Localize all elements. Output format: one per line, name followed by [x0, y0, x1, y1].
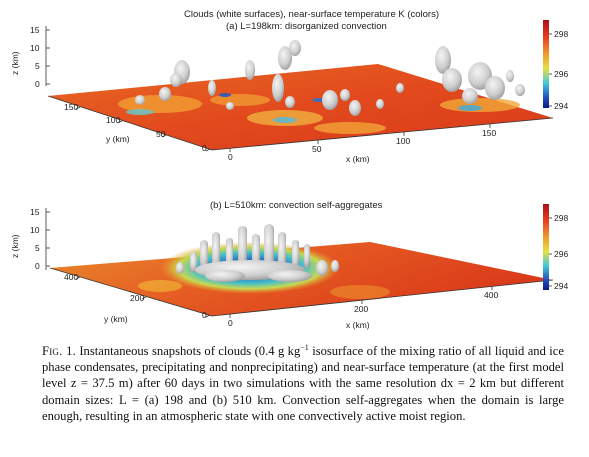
panel-b: (b) L=510km: convection self-aggregates …: [0, 196, 589, 336]
caption-label: Fig. 1.: [42, 344, 76, 358]
panel-b-z-axis: [45, 208, 50, 270]
panel-b-x-tick: 400: [484, 290, 499, 300]
panel-a-subtitle: (a) L=198km: disorganized convection: [226, 21, 387, 32]
panel-b-x-tick: 0: [228, 318, 233, 328]
panel-a-z-axis: [45, 26, 50, 86]
panel-b-x-ticks: [229, 286, 493, 318]
panel-b-z-tick: 0: [35, 261, 40, 271]
panel-a-y-label: y (km): [106, 134, 130, 144]
panel-a-colorbar: [543, 20, 552, 108]
panel-a-colorbar-tick: 294: [554, 101, 569, 111]
panel-a-z-tick: 0: [35, 79, 40, 89]
panel-a-axes-frame: [47, 95, 554, 151]
panel-a-y-tick: 0: [202, 143, 207, 153]
panel-b-z-tick: 10: [30, 225, 40, 235]
panel-b-plot: [45, 204, 554, 318]
panel-b-z-tick: 5: [35, 243, 40, 253]
panel-a-y-tick: 100: [106, 115, 121, 125]
panel-a-clouds: [135, 40, 525, 116]
panel-a-z-label: z (km): [10, 51, 20, 75]
panel-b-z-tick: 15: [30, 207, 40, 217]
figure-caption: Fig. 1. Instantaneous snapshots of cloud…: [42, 343, 564, 424]
panel-a-y-tick: 50: [156, 129, 166, 139]
panel-a-z-tick: 10: [30, 43, 40, 53]
panel-a-x-tick: 100: [396, 136, 411, 146]
panel-a-y-ticks: [75, 106, 211, 152]
panel-a-temperature-patches: [118, 93, 520, 134]
panel-b-z-label: z (km): [10, 234, 20, 258]
panel-a-plot: [45, 20, 554, 152]
panel-b-y-tick: 0: [202, 310, 207, 320]
panel-a-x-tick: 150: [482, 128, 497, 138]
panel-b-y-tick: 400: [64, 272, 79, 282]
panel-b-y-label: y (km): [104, 314, 128, 324]
panel-b-y-tick: 200: [130, 293, 145, 303]
panel-a-title: Clouds (white surfaces), near-surface te…: [184, 9, 440, 20]
panel-a-x-label: x (km): [346, 154, 370, 164]
panel-b-colorbar-tick: 294: [554, 281, 569, 291]
caption-text-2: isosurface of the mixing ratio of all li…: [42, 344, 564, 423]
panel-a-colorbar-tick: 298: [554, 29, 569, 39]
panel-a-x-tick: 0: [228, 152, 233, 162]
panel-a-x-ticks: [229, 124, 491, 152]
panel-b-y-ticks: [75, 276, 211, 318]
panel-b-axes-frame: [49, 267, 554, 317]
caption-text-1: Instantaneous snapshots of clouds (0.4 g…: [75, 344, 301, 358]
panel-a-colorbar-tick: 296: [554, 69, 569, 79]
caption-superscript: −1: [300, 342, 309, 352]
panel-a-z-tick: 5: [35, 61, 40, 71]
panel-b-x-label: x (km): [346, 320, 370, 330]
panel-b-colorbar-tick: 298: [554, 213, 569, 223]
panel-b-clouds: [176, 224, 339, 282]
panel-a: Clouds (white surfaces), near-surface te…: [0, 0, 589, 172]
panel-b-x-tick: 200: [354, 304, 369, 314]
panel-a-z-tick: 15: [30, 25, 40, 35]
panel-a-y-tick: 150: [64, 102, 79, 112]
panel-b-subtitle: (b) L=510km: convection self-aggregates: [210, 200, 383, 211]
panel-b-colorbar-tick: 296: [554, 249, 569, 259]
panel-a-x-tick: 50: [312, 144, 322, 154]
panel-b-colorbar: [543, 204, 552, 290]
